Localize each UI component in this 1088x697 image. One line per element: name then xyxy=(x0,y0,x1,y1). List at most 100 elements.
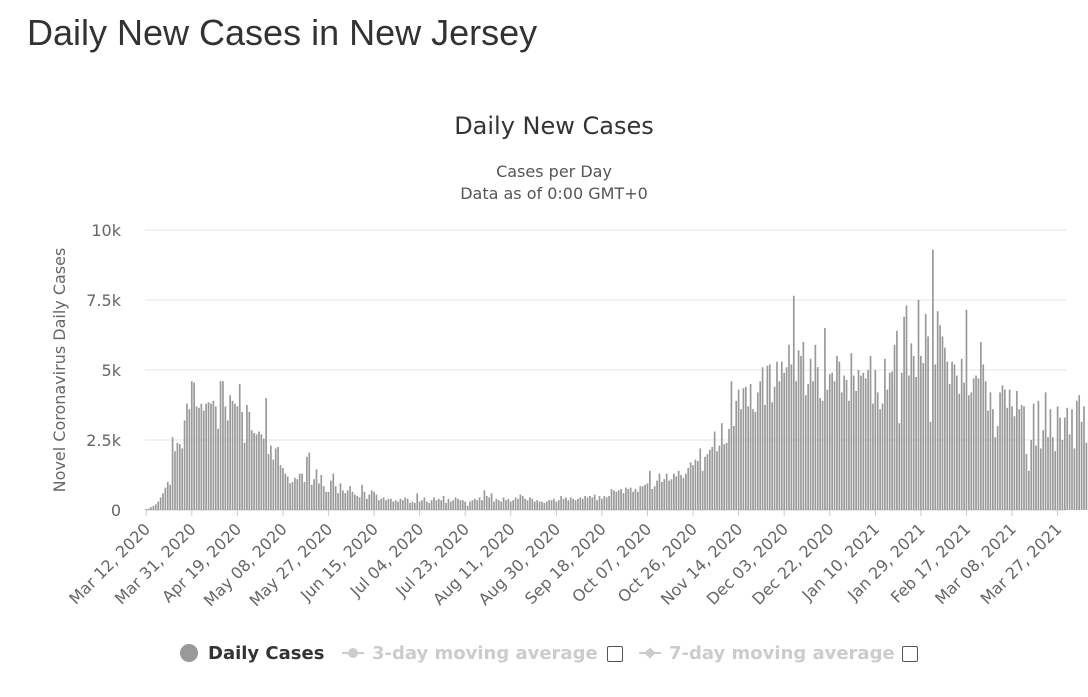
bar xyxy=(596,500,598,510)
bar xyxy=(517,498,519,510)
bar xyxy=(401,500,404,510)
bar xyxy=(651,489,654,510)
legend-label: 3-day moving average xyxy=(372,642,598,664)
bar xyxy=(483,490,486,510)
bar xyxy=(800,356,802,510)
bar xyxy=(670,479,673,510)
bar xyxy=(325,491,327,510)
bar xyxy=(296,479,299,510)
bar xyxy=(313,479,315,510)
bar xyxy=(231,400,234,510)
bar xyxy=(886,389,889,510)
bar xyxy=(416,493,419,510)
bar xyxy=(502,497,505,510)
bar xyxy=(773,386,776,510)
bar xyxy=(541,501,543,510)
bar xyxy=(418,501,421,510)
bar xyxy=(553,498,555,510)
bar xyxy=(984,381,987,510)
bar xyxy=(411,501,414,510)
bar xyxy=(495,498,498,510)
bar xyxy=(152,505,155,510)
legend-item-3-day-moving-average[interactable]: 3-day moving average xyxy=(342,636,598,670)
bar xyxy=(409,503,411,510)
bar xyxy=(521,496,524,510)
y-tick-label: 10k xyxy=(91,221,121,240)
bar xyxy=(953,364,956,510)
bar xyxy=(603,496,606,510)
bar xyxy=(699,448,702,510)
bar xyxy=(387,498,390,510)
bar xyxy=(212,400,215,510)
bar xyxy=(744,386,747,510)
bar xyxy=(545,501,548,510)
circle-marker-icon xyxy=(180,644,198,662)
bar xyxy=(900,372,903,510)
bar xyxy=(608,496,610,510)
bar xyxy=(1056,406,1059,510)
bar xyxy=(836,356,838,510)
bar xyxy=(301,473,303,510)
legend-item-7-day-moving-average[interactable]: 7-day moving average xyxy=(639,636,895,670)
bar xyxy=(572,498,574,510)
bar xyxy=(613,490,615,510)
bar xyxy=(286,476,289,510)
bar xyxy=(497,500,500,510)
bar xyxy=(190,381,193,510)
bar xyxy=(284,473,287,510)
bar xyxy=(970,392,973,510)
bar xyxy=(1085,442,1088,510)
bar xyxy=(260,434,263,510)
bar xyxy=(826,389,829,510)
bar xyxy=(840,392,843,510)
x-tick-label: Apr 19, 2020 xyxy=(158,519,245,606)
bar xyxy=(754,412,757,510)
bar xyxy=(728,428,730,510)
bar xyxy=(879,409,881,510)
checkbox-3-day-moving-average[interactable] xyxy=(607,646,623,662)
bar xyxy=(785,367,788,510)
bar xyxy=(910,343,913,510)
bar xyxy=(428,503,431,510)
bar xyxy=(718,445,721,510)
bar xyxy=(1030,440,1033,510)
bar xyxy=(574,500,577,510)
y-tick-label: 7.5k xyxy=(86,291,121,310)
bar xyxy=(780,361,783,510)
bar xyxy=(708,449,711,510)
bar xyxy=(217,428,219,510)
y-tick-label: 2.5k xyxy=(86,431,121,450)
bar xyxy=(960,358,963,510)
bar xyxy=(437,498,440,510)
bar xyxy=(828,374,831,510)
bar xyxy=(154,504,157,510)
bar xyxy=(685,473,687,510)
bar xyxy=(1068,434,1071,510)
bar xyxy=(344,493,347,510)
bar xyxy=(1073,448,1076,510)
checkbox-7-day-moving-average[interactable] xyxy=(902,646,918,662)
bar xyxy=(368,494,371,510)
legend-item-daily-cases[interactable]: Daily Cases xyxy=(180,636,324,670)
bar xyxy=(761,367,764,510)
bar xyxy=(378,500,380,510)
line-diamond-marker-icon xyxy=(639,645,661,661)
bar xyxy=(1013,416,1016,510)
bar xyxy=(481,500,483,510)
bar xyxy=(663,479,666,510)
bar xyxy=(1071,409,1073,510)
bar xyxy=(342,490,344,510)
bar xyxy=(888,372,891,510)
bar xyxy=(893,344,896,510)
bar xyxy=(972,378,975,510)
bar xyxy=(833,381,836,510)
bar xyxy=(675,476,678,510)
bar xyxy=(843,375,845,510)
bar xyxy=(694,459,697,510)
bar xyxy=(924,314,927,510)
bar xyxy=(824,328,826,510)
bar xyxy=(435,500,438,510)
bar xyxy=(778,381,781,510)
bar xyxy=(219,381,222,510)
